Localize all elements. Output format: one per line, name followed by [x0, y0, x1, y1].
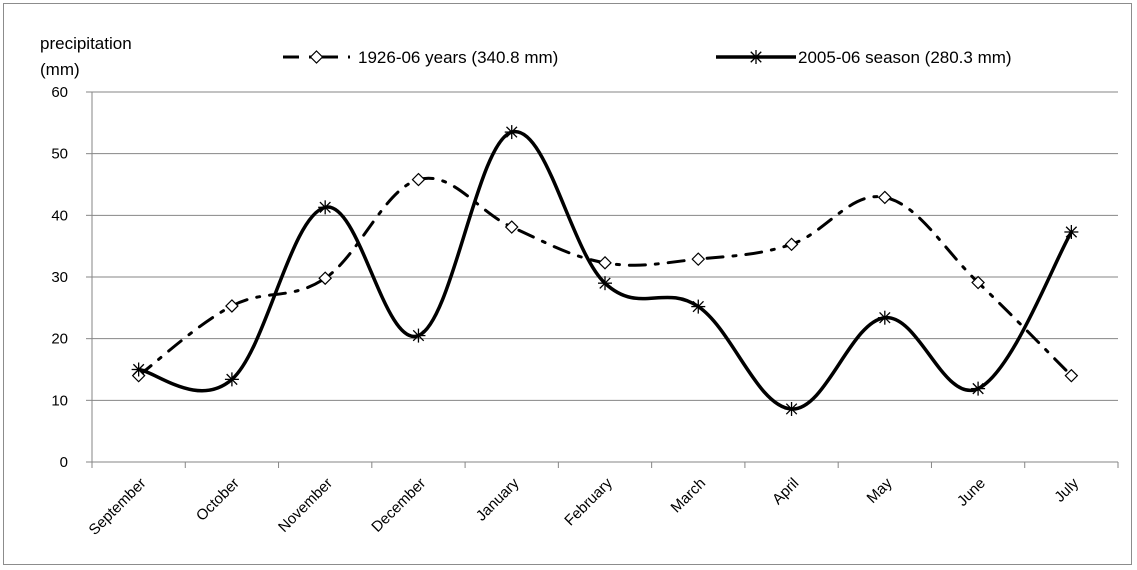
- y-axis-label-line1: precipitation: [40, 34, 132, 53]
- x-tick-label-may: May: [864, 474, 896, 506]
- x-tick-label-february: February: [561, 474, 616, 529]
- series-1-point-may: [877, 190, 892, 205]
- series-1-point-january: [504, 220, 519, 234]
- series-2-point-october: [224, 372, 239, 387]
- series-markers: [131, 125, 1079, 416]
- series-2-point-september: [131, 362, 146, 377]
- series-1-point-november: [318, 271, 333, 286]
- y-tick-label-10: 10: [51, 392, 68, 409]
- series-1-point-october: [225, 299, 239, 313]
- series-2-point-march: [691, 299, 706, 314]
- legend-marker-2: [749, 50, 763, 64]
- series-1-point-december: [411, 172, 426, 187]
- series-2-point-may: [877, 310, 892, 325]
- x-tick-label-april: April: [769, 475, 802, 508]
- series-1-point-february: [598, 255, 612, 270]
- series-2-point-february: [598, 276, 612, 291]
- legend-marker-1: [309, 50, 324, 64]
- x-tick-label-june: June: [954, 475, 989, 510]
- series-line-2: [136, 130, 1074, 411]
- series-1-point-july: [1064, 368, 1079, 383]
- axes: 0 10 20 30 40 50 60 September October November Dec…: [51, 84, 1119, 539]
- x-tick-label-july: July: [1051, 474, 1082, 505]
- x-tick-label-september: September: [86, 475, 150, 539]
- y-tick-label-40: 40: [51, 207, 68, 224]
- series-lines: [136, 130, 1074, 411]
- series-1-point-march: [691, 252, 706, 266]
- series-1-point-april: [784, 237, 799, 252]
- y-tick-label-30: 30: [51, 269, 68, 286]
- y-tick-label-50: 50: [51, 146, 68, 163]
- gridlines: [92, 91, 1118, 401]
- x-tick-label-november: November: [275, 475, 336, 536]
- y-tick-label-20: 20: [51, 331, 68, 348]
- chart-frame: [3, 3, 1132, 565]
- y-tick-label-0: 0: [60, 454, 68, 471]
- y-axis-label-line2: (mm): [40, 60, 80, 79]
- x-tick-label-december: December: [368, 475, 429, 536]
- series-2-point-april: [784, 401, 799, 416]
- series-1-point-june: [971, 275, 985, 290]
- series-2-point-january: [504, 125, 519, 140]
- series-2-point-december: [411, 328, 426, 343]
- x-tick-label-october: October: [193, 475, 243, 525]
- x-tick-label-january: January: [473, 474, 523, 524]
- series-2-point-june: [971, 381, 986, 396]
- legend: 1926-06 years (340.8 mm) 2005-06 season (…: [283, 48, 1012, 67]
- legend-label-1: 1926-06 years (340.8 mm): [358, 48, 558, 67]
- y-tick-label-60: 60: [51, 84, 68, 101]
- x-tick-label-march: March: [668, 475, 709, 516]
- series-2-point-november: [318, 200, 333, 215]
- series-2-point-july: [1064, 224, 1079, 239]
- legend-label-2: 2005-06 season (280.3 mm): [798, 48, 1012, 67]
